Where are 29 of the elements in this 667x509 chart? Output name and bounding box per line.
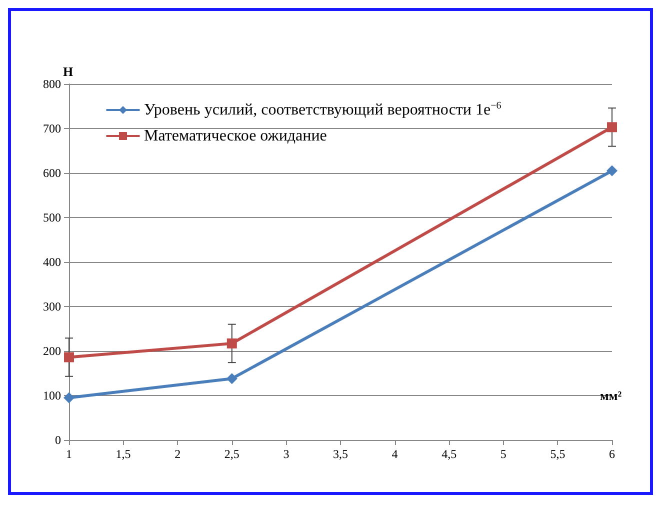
x-tick-label: 2,5: [224, 447, 240, 461]
y-tick-label: 300: [43, 300, 61, 314]
point: [64, 352, 74, 362]
y-tick-label: 100: [43, 388, 61, 402]
y-tick-label: 600: [43, 166, 61, 180]
x-tick-label: 3,5: [333, 447, 348, 461]
y-tick-label: 0: [55, 433, 61, 447]
y-tick-label: 700: [43, 122, 61, 136]
y-tick-label: 200: [43, 344, 61, 358]
point: [226, 373, 238, 384]
x-tick-label: 1,5: [116, 447, 131, 461]
x-tick-label: 3: [283, 447, 290, 461]
x-tick-label: 5: [500, 447, 506, 461]
x-tick-label: 5,5: [550, 447, 566, 461]
legend-label: Математическое ожидание: [144, 128, 327, 144]
x-tick-label: 6: [609, 447, 615, 461]
y-axis-title: Н: [63, 64, 74, 80]
y-tick-label: 500: [43, 210, 61, 224]
x-tick-label: 4: [392, 447, 398, 461]
point: [607, 122, 617, 132]
y-tick-label: 800: [43, 77, 61, 91]
x-tick-label: 4,5: [442, 447, 457, 461]
point: [606, 165, 618, 176]
point: [64, 392, 74, 404]
x-tick-label: 2: [174, 447, 181, 461]
point: [226, 338, 237, 348]
y-tick-label: 400: [43, 255, 61, 269]
x-tick-label: 1: [66, 447, 72, 461]
x-axis-title: мм²: [600, 388, 622, 403]
